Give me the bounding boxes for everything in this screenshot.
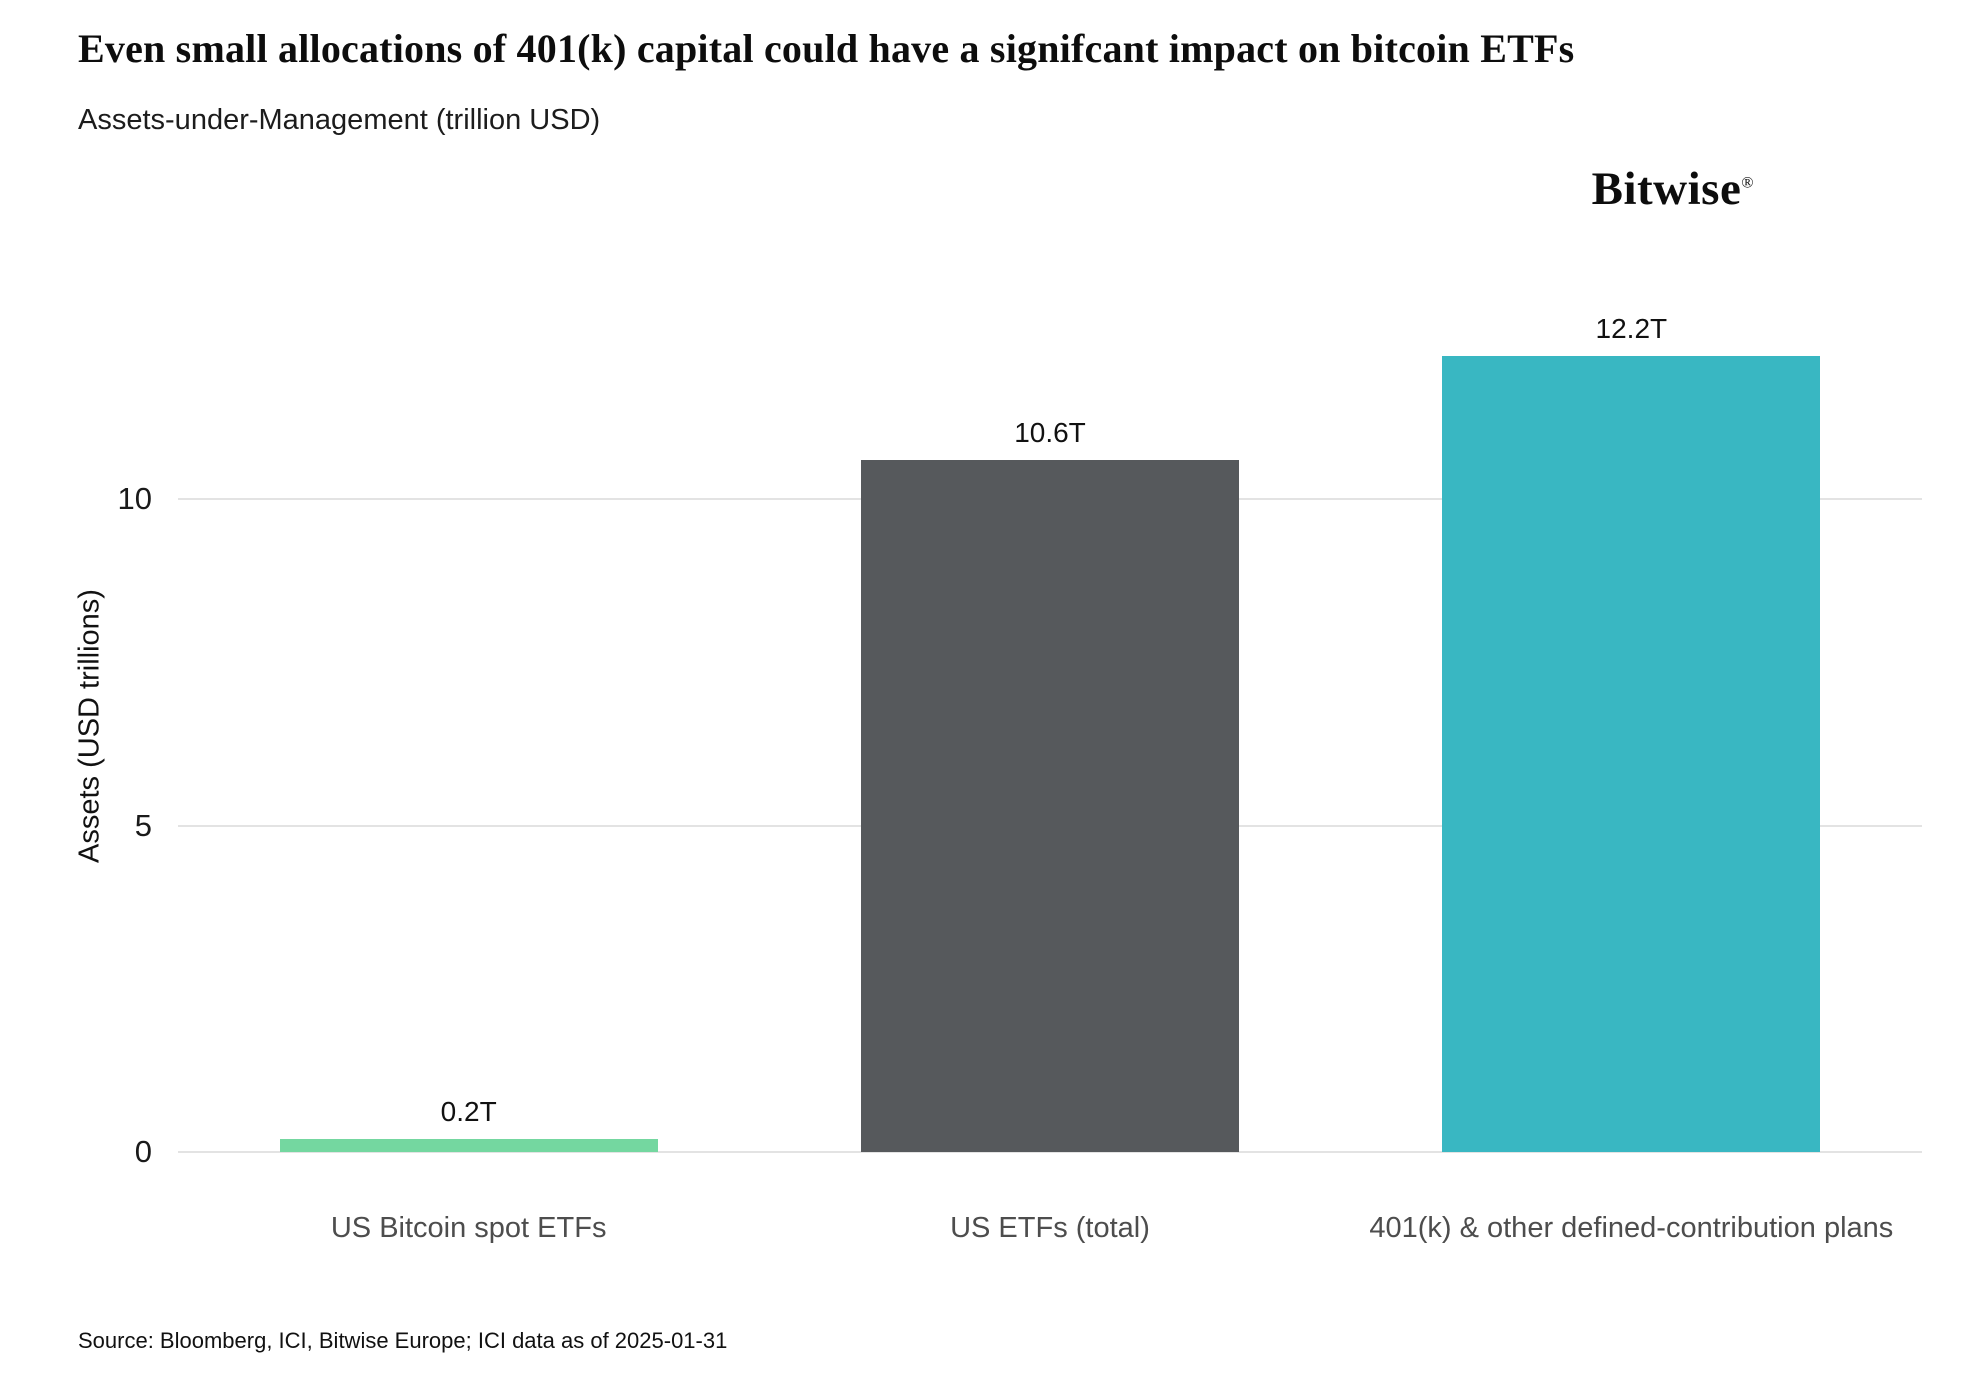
bar-column: 0.2T bbox=[178, 300, 759, 1152]
bar-value-label: 12.2T bbox=[1595, 312, 1668, 344]
x-category-label: US Bitcoin spot ETFs bbox=[330, 1212, 607, 1244]
x-axis-category-row: US Bitcoin spot ETFs US ETFs (total) 401(k… bbox=[178, 1212, 1922, 1245]
source-note: Source: Bloomberg, ICI, Bitwise Europe; … bbox=[78, 1328, 728, 1353]
bar-column: 12.2T bbox=[1341, 300, 1922, 1152]
plot-area: 0.2T 10.6T 12.2T bbox=[178, 300, 1922, 1153]
bitwise-logo-text: Bitwise bbox=[1591, 163, 1742, 215]
gridline bbox=[178, 1151, 1922, 1153]
bars-row: 0.2T 10.6T 12.2T bbox=[178, 300, 1922, 1152]
x-category-label: US ETFs (total) bbox=[950, 1212, 1150, 1244]
bar-column: 10.6T bbox=[759, 300, 1340, 1152]
y-tick-label: 5 bbox=[134, 807, 152, 843]
bar bbox=[1442, 355, 1821, 1152]
y-tick-label: 0 bbox=[134, 1134, 152, 1169]
chart-title: Even small allocations of 401(k) capital… bbox=[78, 26, 1575, 71]
registered-trademark-icon: ® bbox=[1741, 174, 1754, 192]
y-tick-label: 10 bbox=[117, 481, 152, 517]
bar bbox=[279, 1138, 658, 1152]
chart-subtitle: Assets-under-Management (trillion USD) bbox=[78, 104, 601, 136]
bar-value-label: 0.2T bbox=[440, 1095, 497, 1127]
chart-region: 0.2T 10.6T 12.2T 0 5 10 bbox=[0, 300, 1968, 1169]
bar bbox=[861, 459, 1239, 1152]
bitwise-logo: Bitwise® bbox=[1592, 162, 1754, 216]
bar-value-label: 10.6T bbox=[1014, 416, 1086, 448]
x-category-label: 401(k) & other defined-contribution plan… bbox=[1369, 1212, 1894, 1244]
